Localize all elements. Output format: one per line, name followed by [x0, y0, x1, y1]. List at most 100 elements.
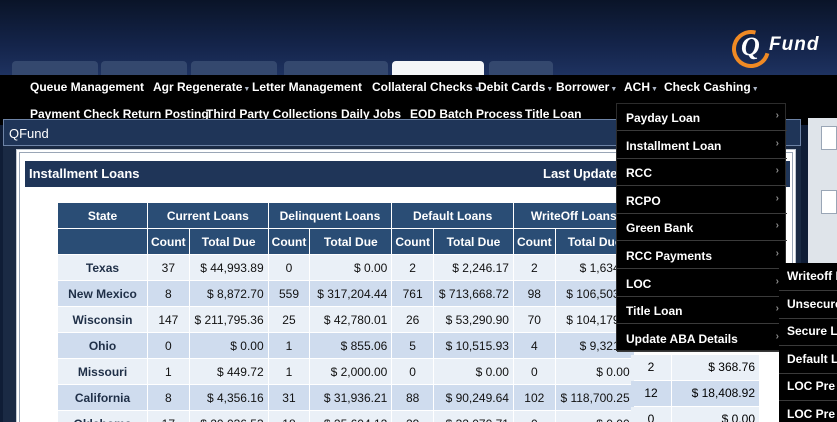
count-cell: 1	[268, 333, 310, 358]
total-due-cell: $ 2,000.00	[310, 359, 392, 384]
dropdown-item-loc[interactable]: LOC ›	[617, 270, 787, 297]
menu-debit-cards[interactable]: Debit Cards▼	[478, 80, 554, 94]
dropdown-item-green-bank[interactable]: Green Bank ›	[617, 214, 787, 242]
count-cell: 0	[148, 333, 189, 358]
caret-down-icon: ▼	[651, 86, 658, 93]
count-cell: 18	[268, 411, 310, 422]
ach-dropdown-menu: Payday Loan › Installment Loan › RCC › RCPO › Gr…	[616, 103, 787, 352]
state-cell: California	[58, 385, 147, 410]
state-cell: New Mexico	[58, 281, 147, 306]
count-cell: 2	[513, 255, 555, 280]
menu-eod-batch-process[interactable]: EOD Batch Process	[410, 107, 523, 121]
state-cell: Oklahoma	[58, 411, 147, 422]
total-due-cell: $ 8,872.70	[189, 281, 268, 306]
menu-queue-management[interactable]: Queue Management	[30, 80, 145, 94]
count-cell: 1	[268, 359, 310, 384]
table-row: Wisconsin 147 $ 211,795.36 25 $ 42,780.01 26 $…	[58, 307, 634, 332]
count-cell: 8	[148, 385, 189, 410]
table-row: California 8 $ 4,356.16 31 $ 31,936.21 88 $ 90…	[58, 385, 634, 410]
submenu-item[interactable]: LOC Pre Approval	[779, 373, 837, 402]
col-count: Count	[148, 229, 189, 254]
total-due-cell: $ 0.00	[310, 255, 392, 280]
menu-ach[interactable]: ACH▼	[624, 80, 658, 94]
chevron-right-icon: ›	[775, 220, 779, 232]
submenu-item[interactable]: Writeoff Loan	[779, 263, 837, 291]
submenu-item[interactable]: LOC Pre Approval	[779, 401, 837, 422]
header-tab[interactable]	[12, 61, 98, 75]
state-cell: Wisconsin	[58, 307, 147, 332]
dropdown-item-label: Payday Loan	[626, 111, 701, 125]
chevron-right-icon: ›	[775, 275, 779, 287]
dropdown-item-rcpo[interactable]: RCPO ›	[617, 187, 787, 214]
dropdown-item-label: Title Loan	[626, 304, 683, 319]
dropdown-item-payday-loan[interactable]: Payday Loan ›	[617, 104, 787, 131]
state-cell: Missouri	[58, 359, 147, 384]
total-due-cell: $ 90,249.64	[433, 385, 513, 410]
submenu-item-label: Unsecure Loan	[787, 296, 837, 311]
total-due-cell: $ 118,700.25	[555, 385, 634, 410]
count-cell: 1	[148, 359, 189, 384]
table-row: Ohio 0 $ 0.00 1 $ 855.06 5 $ 10,515.93 4 $ 9,321…	[58, 333, 634, 358]
col-count: Count	[268, 229, 310, 254]
menu-agr-regenerate[interactable]: Agr Regenerate▼	[153, 80, 251, 94]
total-due-cell: $ 53,290.90	[433, 307, 513, 332]
menu-third-party-collections[interactable]: Third Party Collections	[206, 107, 338, 121]
qfund-logo: Q Fund	[725, 23, 837, 75]
side-button[interactable]	[821, 190, 837, 214]
header-tab[interactable]	[284, 61, 388, 75]
count-cell: 25	[268, 307, 310, 332]
dropdown-item-rcc-payments[interactable]: RCC Payments ›	[617, 242, 787, 269]
count-cell: 147	[148, 307, 189, 332]
header-tab[interactable]	[101, 61, 187, 75]
chevron-right-icon: ›	[775, 165, 779, 177]
header-tab-active[interactable]	[392, 61, 484, 75]
menu-payment-check-return-posting[interactable]: Payment Check Return Posting	[30, 107, 209, 121]
count-cell: 17	[148, 411, 189, 422]
menu-daily-jobs[interactable]: Daily Jobs	[341, 107, 402, 121]
submenu-item[interactable]: Default Loan	[779, 346, 837, 374]
menu-check-cashing[interactable]: Check Cashing▼	[664, 80, 759, 94]
caret-down-icon: ▼	[751, 86, 759, 93]
header-tab[interactable]	[489, 61, 553, 75]
menu-borrower[interactable]: Borrower▼	[556, 80, 618, 94]
menu-letter-management[interactable]: Letter Management	[252, 80, 363, 94]
state-cell: Texas	[58, 255, 147, 280]
side-button[interactable]	[821, 126, 837, 150]
dropdown-item-update-aba-details[interactable]: Update ABA Details ›	[617, 325, 787, 352]
table-sub-header-row: Count Total Due Count Total Due Count To…	[58, 229, 634, 254]
col-total-due: Total Due	[189, 229, 268, 254]
chevron-right-icon: ›	[775, 137, 779, 149]
total-due-cell: $ 317,204.44	[310, 281, 392, 306]
logo-q: Q	[741, 32, 760, 61]
menu-title-loan[interactable]: Title Loan	[525, 107, 582, 121]
col-delinquent-loans: Delinquent Loans	[268, 203, 392, 228]
total-due-cell: $ 20,036.53	[189, 411, 268, 422]
submenu-item[interactable]: Secure Loan	[779, 318, 837, 347]
dropdown-item-label: RCPO	[626, 193, 661, 208]
col-count: Count	[513, 229, 555, 254]
count-cell: 31	[268, 385, 310, 410]
caret-down-icon: ▼	[610, 86, 618, 93]
submenu-item-label: Default Loan	[787, 351, 837, 366]
installment-loans-table: State Current Loans Delinquent Loans Def…	[57, 202, 635, 422]
count-cell: 26	[392, 307, 433, 332]
total-due-cell: $ 44,993.89	[189, 255, 268, 280]
total-due-cell: $ 449.72	[189, 359, 268, 384]
dropdown-item-title-loan[interactable]: Title Loan ›	[617, 297, 787, 325]
header-tab[interactable]	[191, 61, 277, 75]
table-row: Texas 37 $ 44,993.89 0 $ 0.00 2 $ 2,246.17 2 $ 1…	[58, 255, 634, 280]
col-total-due: Total Due	[310, 229, 392, 254]
count-cell: 5	[392, 333, 433, 358]
total-due-cell: $ 211,795.36	[189, 307, 268, 332]
dropdown-item-rcc[interactable]: RCC ›	[617, 159, 787, 187]
submenu-item[interactable]: Unsecure Loan	[779, 291, 837, 319]
menu-collateral-checks[interactable]: Collateral Checks▼	[372, 80, 481, 94]
total-due-cell: $ 855.06	[310, 333, 392, 358]
dropdown-item-label: RCC	[626, 166, 652, 181]
dropdown-item-installment-loan[interactable]: Installment Loan ›	[617, 132, 787, 159]
total-due-cell: $ 4,356.16	[189, 385, 268, 410]
overflow-cells: 12 $ 18,408.92	[631, 381, 759, 406]
report-inner-frame: Installment Loans Last Updated State Cur…	[19, 152, 793, 422]
total-due-cell: $ 0.00	[433, 359, 513, 384]
installment-submenu: Writeoff Loan Unsecure Loan Secure Loan Def…	[779, 263, 837, 422]
